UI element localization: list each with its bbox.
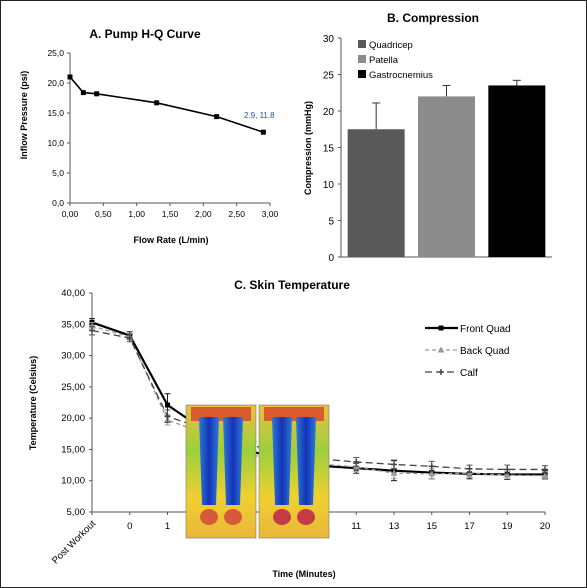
chart-a-x-tick-label: 2,00 [195, 209, 212, 219]
chart-a-data-point [94, 91, 100, 97]
chart-c-data-point [428, 470, 436, 477]
chart-c-data-point [88, 322, 96, 329]
chart-c-y-tick-label: 20,00 [61, 413, 85, 424]
chart-b-legend-swatch [358, 40, 366, 48]
chart-c-x-tick-label: 0 [127, 521, 132, 532]
thermal-image-back-leg [272, 417, 292, 505]
chart-c-x-tick-label: 20 [540, 521, 551, 532]
chart-a-y-tick-label: 15,0 [47, 108, 64, 118]
chart-a-y-tick-label: 20,0 [47, 78, 64, 88]
chart-c-x-tick-label: 13 [389, 521, 400, 532]
chart-c-title: C. Skin Temperature [234, 278, 350, 292]
chart-b-y-tick-label: 0 [328, 253, 334, 264]
chart-c-x-tick-label: Post Workout [50, 518, 98, 566]
chart-c-x-tick-label: 19 [502, 521, 513, 532]
chart-b-y-tick-label: 25 [323, 71, 335, 82]
chart-c-legend-label: Front Quad [460, 324, 511, 335]
chart-c-y-tick-label: 35,00 [61, 319, 85, 330]
chart-c-data-point [165, 402, 170, 408]
chart-b-bar [347, 129, 405, 257]
thermal-image-front-border [185, 404, 257, 539]
thermal-image-front-foot [224, 509, 242, 525]
chart-b-legend-label: Quadricep [369, 40, 413, 51]
chart-c-y-tick-label: 40,00 [61, 288, 85, 299]
thermal-image-front-background [186, 405, 256, 538]
chart-c-y-tick-label: 5,00 [67, 507, 86, 518]
chart-b-legend-label: Patella [369, 55, 399, 66]
chart-a-x-tick-label: 2,50 [228, 209, 245, 219]
chart-c-data-point [503, 471, 511, 478]
thermal-image-front-leg [223, 417, 243, 505]
chart-c-y-tick-label: 30,00 [61, 351, 85, 362]
chart-b-y-tick-label: 20 [323, 107, 335, 118]
chart-b-legend-label: Gastrocnemius [369, 70, 433, 81]
chart-a-x-tick-label: 3,00 [262, 209, 279, 219]
chart-c-data-point [390, 469, 398, 476]
chart-a-y-tick-label: 5,0 [52, 168, 64, 178]
chart-b-legend-swatch [358, 70, 366, 78]
thermal-image-front-foot [200, 509, 218, 525]
chart-c-x-tick-label: 11 [351, 521, 361, 532]
chart-a-y-tick-label: 0,0 [52, 198, 64, 208]
chart-c-x-tick-label: 1 [165, 521, 170, 532]
thermal-image-back-border [258, 404, 330, 539]
chart-a-x-tick-label: 0,50 [95, 209, 112, 219]
thermal-image-back-foot [297, 509, 315, 525]
chart-c-legend-label: Back Quad [460, 346, 509, 357]
chart-a-series-line [69, 76, 264, 133]
chart-c-y-tick-label: 25,00 [61, 382, 85, 393]
chart-a-x-tick-label: 0,00 [62, 209, 79, 219]
chart-a-title: A. Pump H-Q Curve [89, 27, 201, 41]
chart-c-y-tick-label: 15,00 [61, 444, 85, 455]
chart-b-bar [418, 96, 475, 258]
chart-a-data-point [154, 100, 160, 106]
chart-c-data-point [437, 346, 445, 353]
chart-c-data-point [541, 472, 549, 479]
chart-c-legend-label: Calf [460, 368, 478, 379]
chart-c-ylabel: Temperature (Celsius) [28, 356, 38, 450]
chart-a-data-point [260, 129, 266, 135]
chart-b-y-tick-label: 15 [323, 144, 335, 155]
chart-b-bar [488, 85, 546, 257]
chart-c-x-tick-label: 17 [464, 521, 475, 532]
panel-b-compression-chart: B. Compression Compression (mmHg) 0 5 10 15… [303, 11, 552, 264]
chart-b-ylabel: Compression (mmHg) [303, 101, 313, 195]
panel-a-pump-hq-chart: A. Pump H-Q Curve Inflow Pressure (psi) … [19, 27, 279, 245]
chart-c-y-tick-label: 10,00 [61, 476, 85, 487]
panel-c-skin-temperature-chart: C. Skin Temperature Temperature (Celsius… [28, 278, 550, 579]
chart-a-data-point [80, 90, 86, 96]
chart-b-y-tick-label: 30 [323, 34, 335, 45]
chart-c-data-point [438, 325, 444, 331]
chart-a-data-point [67, 74, 73, 80]
chart-c-x-tick-label: 15 [426, 521, 437, 532]
chart-b-y-tick-label: 10 [323, 180, 335, 191]
thermal-image-back-foot [273, 509, 291, 525]
chart-b-title: B. Compression [387, 11, 479, 25]
chart-a-x-tick-label: 1,00 [128, 209, 145, 219]
chart-b-y-tick-label: 5 [328, 217, 334, 228]
chart-a-y-tick-label: 10,0 [47, 138, 64, 148]
chart-a-data-point [214, 114, 220, 120]
thermal-image-back-leg [296, 417, 316, 505]
chart-b-legend-swatch [358, 55, 366, 63]
chart-c-xlabel: Time (Minutes) [272, 569, 335, 579]
chart-a-annotation: 2.9, 11.8 [244, 111, 275, 120]
chart-a-y-tick-label: 25,0 [47, 48, 64, 58]
thermal-image-back-background [259, 405, 329, 538]
chart-a-ylabel: Inflow Pressure (psi) [19, 71, 29, 160]
thermal-image-front-leg [199, 417, 219, 505]
thermal-images-inset [185, 404, 330, 539]
chart-a-x-tick-label: 1,50 [162, 209, 179, 219]
chart-a-xlabel: Flow Rate (L/min) [134, 235, 209, 245]
